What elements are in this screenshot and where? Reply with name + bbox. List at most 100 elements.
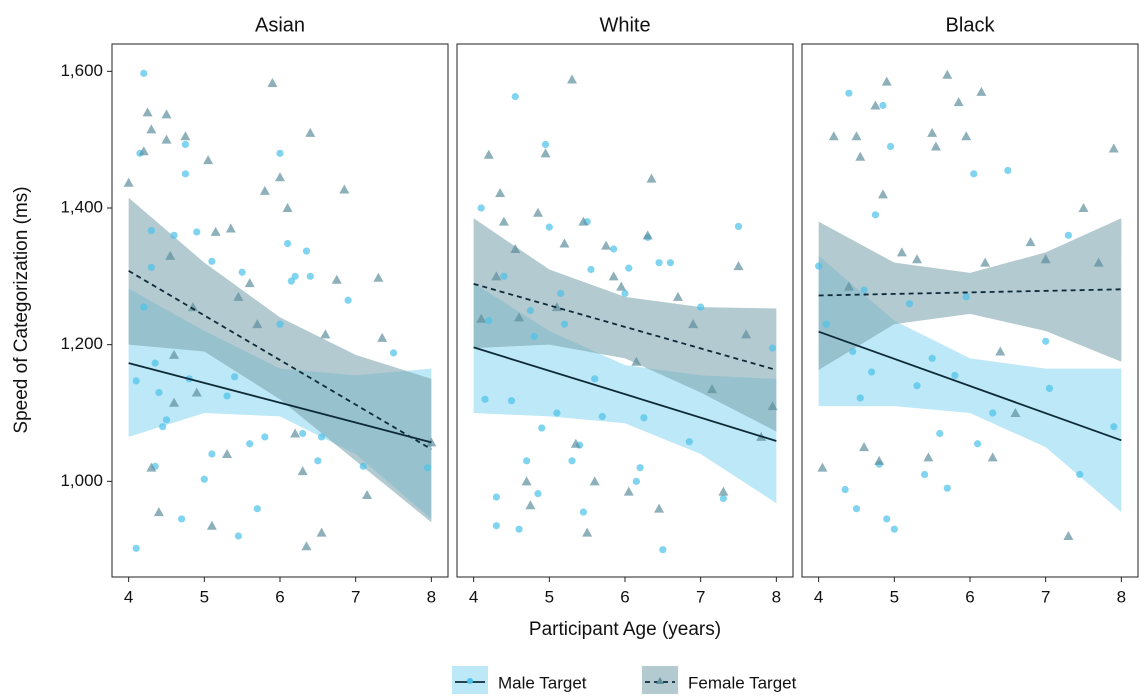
panel-title: White: [599, 14, 650, 36]
data-point: [481, 395, 489, 403]
data-point: [225, 223, 236, 233]
legend-marker: [467, 678, 473, 684]
data-point: [973, 440, 982, 448]
data-point: [980, 257, 991, 267]
data-point: [608, 271, 619, 281]
data-point: [741, 329, 752, 339]
data-point: [210, 226, 221, 236]
data-point: [886, 142, 895, 151]
data-point: [883, 515, 891, 523]
x-tick-label: 4: [124, 587, 133, 606]
x-tick-label: 4: [469, 587, 478, 606]
data-point: [930, 141, 941, 151]
data-point: [206, 520, 217, 530]
data-point: [881, 76, 892, 86]
data-point: [976, 86, 987, 96]
data-point: [275, 172, 285, 182]
data-point: [526, 306, 535, 315]
data-point: [870, 100, 881, 110]
data-point: [923, 452, 934, 462]
data-point: [874, 455, 885, 465]
data-point: [1004, 166, 1012, 175]
data-point: [598, 412, 606, 421]
data-point: [697, 303, 705, 311]
data-point: [579, 508, 587, 516]
data-point: [162, 416, 171, 424]
data-point: [181, 170, 190, 178]
x-tick-label: 5: [200, 587, 209, 606]
data-point: [707, 384, 718, 394]
legend-label: Female Target: [688, 673, 797, 692]
x-tick-label: 5: [890, 587, 899, 606]
data-point: [483, 149, 494, 159]
data-point: [896, 247, 907, 257]
data-point: [181, 140, 190, 149]
data-point: [928, 354, 936, 362]
y-tick-label: 1,000: [60, 471, 103, 490]
data-point: [828, 131, 839, 141]
data-point: [851, 131, 862, 141]
data-point: [951, 371, 959, 380]
data-point: [912, 254, 923, 264]
data-point: [306, 272, 314, 280]
data-point: [621, 289, 629, 298]
data-point: [208, 257, 216, 265]
data-point: [515, 525, 523, 533]
data-point: [344, 296, 352, 304]
y-tick-label: 1,200: [60, 334, 103, 353]
y-axis-label: Speed of Categorization (ms): [11, 186, 32, 433]
data-point: [733, 261, 744, 271]
data-point: [768, 344, 777, 352]
data-point: [640, 414, 648, 422]
data-point: [927, 127, 938, 137]
data-point: [841, 485, 849, 494]
data-point: [377, 332, 388, 342]
data-point: [1076, 470, 1084, 479]
data-point: [688, 319, 699, 329]
data-point: [230, 373, 239, 381]
data-point: [582, 527, 593, 537]
data-point: [860, 286, 868, 294]
data-point: [1064, 231, 1072, 239]
data-point: [625, 264, 633, 272]
data-point: [646, 173, 657, 183]
data-point: [165, 250, 176, 260]
data-point: [238, 268, 246, 276]
fit-line: [473, 346, 777, 442]
data-point: [856, 394, 864, 402]
data-point: [551, 302, 562, 312]
data-point: [161, 109, 172, 119]
data-point: [879, 101, 887, 110]
data-point: [208, 450, 216, 458]
data-point: [510, 244, 521, 253]
data-point: [246, 440, 254, 448]
data-point: [685, 438, 693, 446]
data-point: [291, 272, 299, 280]
data-point: [423, 464, 432, 472]
data-point: [276, 320, 284, 328]
y-tick-label: 1,600: [60, 61, 103, 80]
data-point: [259, 185, 270, 195]
data-point: [843, 281, 854, 291]
data-point: [1042, 337, 1050, 345]
data-point: [578, 216, 589, 226]
data-point: [297, 466, 308, 476]
data-point: [610, 245, 618, 253]
data-point: [320, 329, 331, 339]
data-point: [389, 349, 398, 357]
data-point: [155, 388, 163, 397]
data-point: [987, 452, 998, 462]
data-point: [570, 438, 581, 448]
y-tick-label: 1,400: [60, 197, 103, 216]
data-point: [718, 486, 729, 496]
x-tick-label: 8: [427, 587, 436, 606]
x-tick-label: 7: [1041, 587, 1050, 606]
data-point: [492, 522, 500, 530]
data-point: [1093, 257, 1104, 267]
data-point: [532, 207, 543, 217]
data-point: [500, 272, 508, 280]
data-point: [936, 429, 944, 438]
data-point: [159, 423, 167, 431]
data-point: [178, 515, 186, 523]
data-point: [200, 475, 208, 483]
